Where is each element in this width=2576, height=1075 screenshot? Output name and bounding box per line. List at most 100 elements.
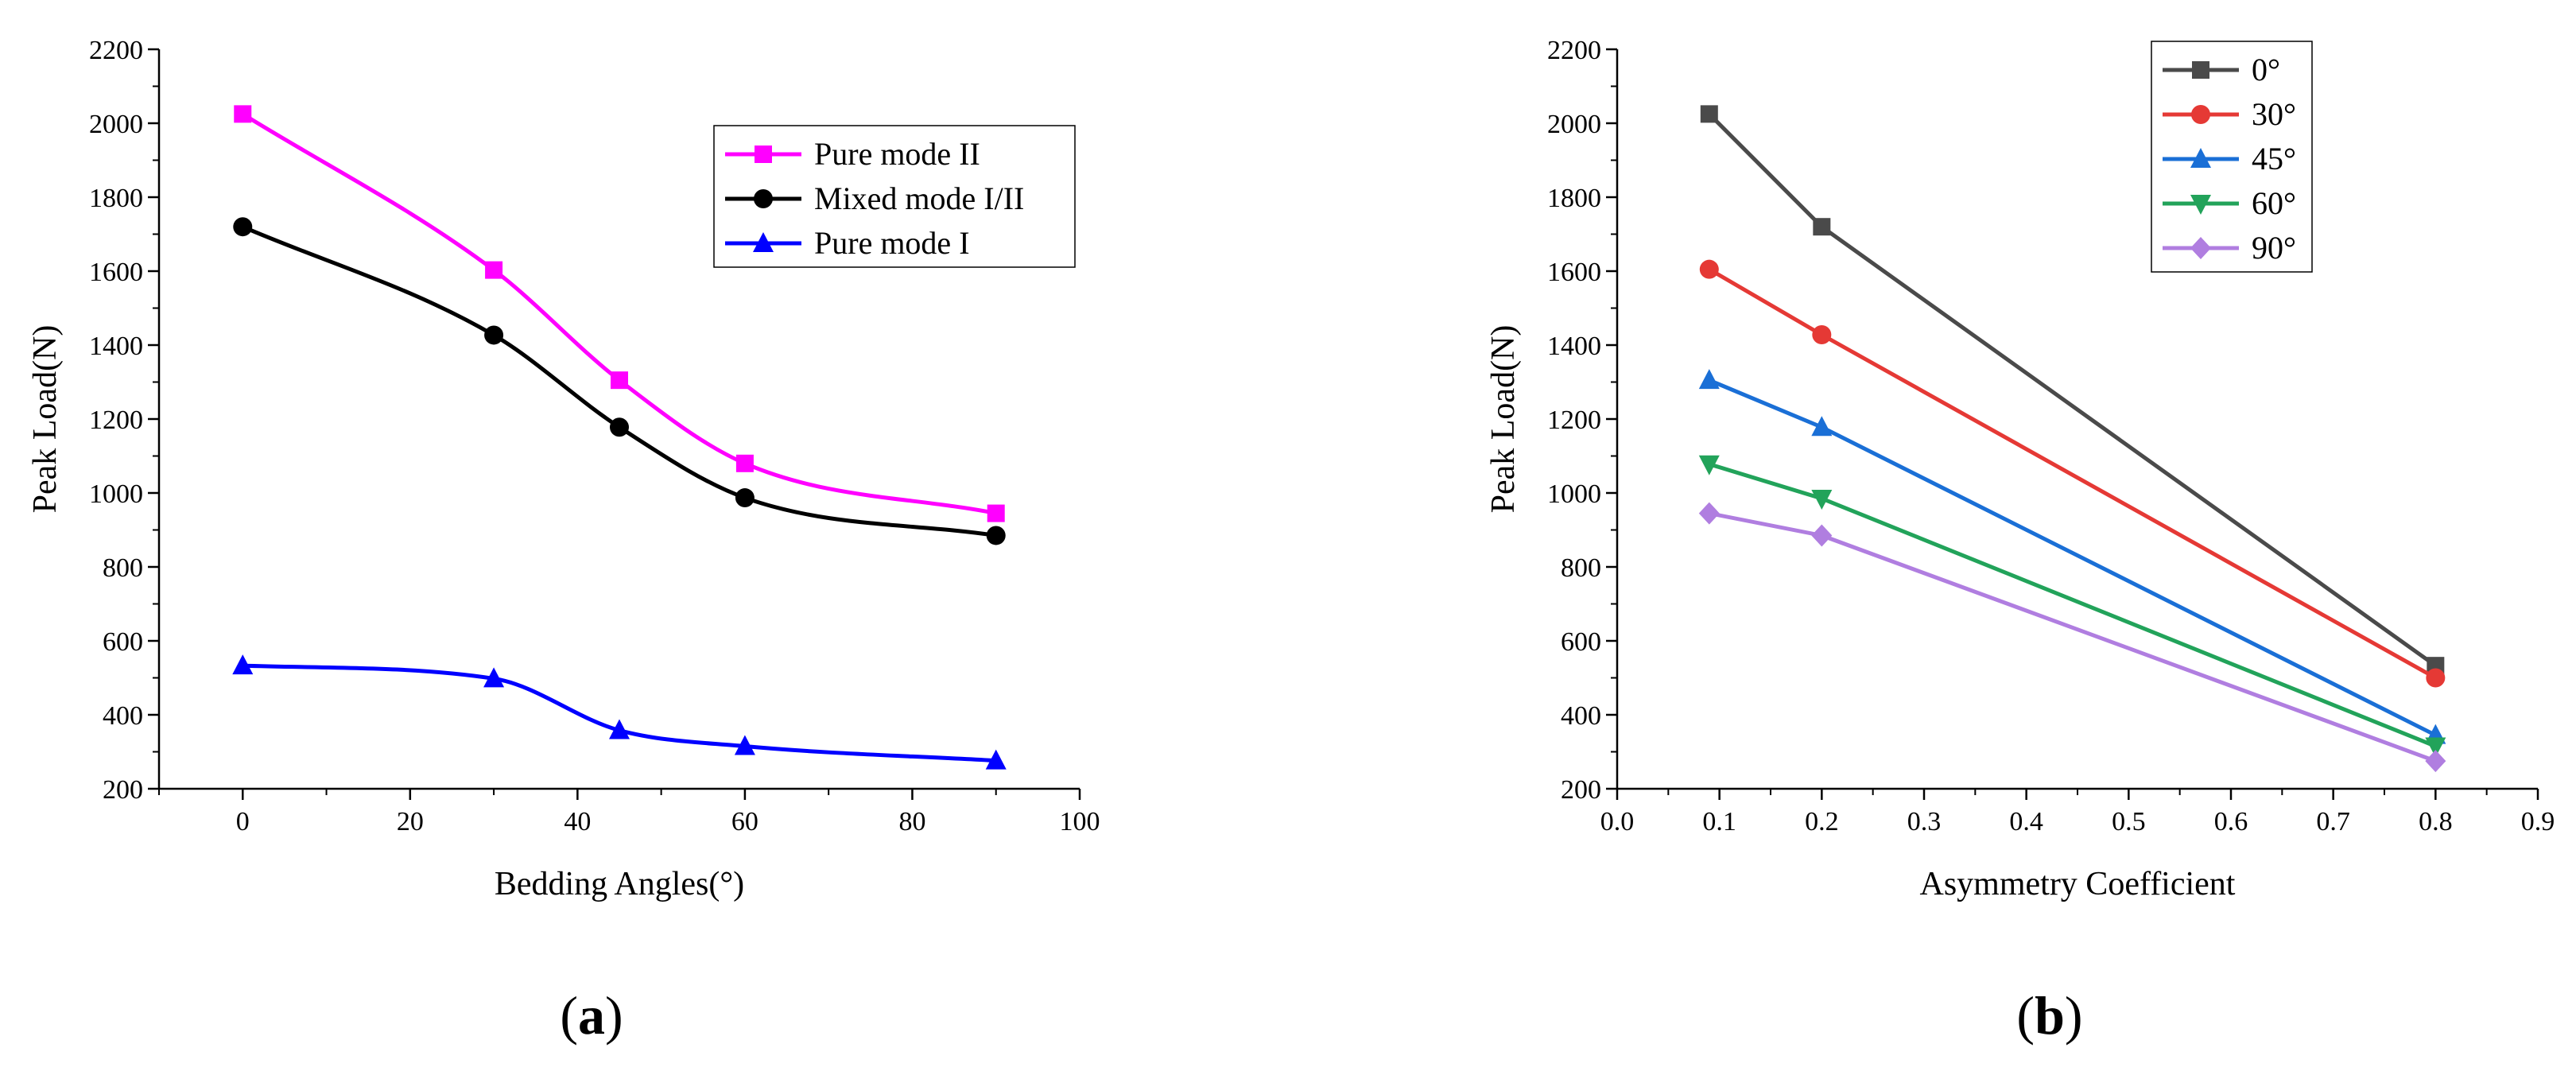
y-tick-label: 1400 [89,332,143,361]
x-tick-label: 0.0 [1600,807,1635,836]
x-tick-label: 0.7 [2316,807,2350,836]
x-tick-label: 100 [1060,807,1100,836]
data-point [233,217,253,237]
series-0deg [1700,105,2445,675]
y-tick-label: 400 [1561,701,1601,731]
y-tick-label: 1200 [1547,406,1601,435]
y-tick-label: 1200 [89,406,143,435]
y-tick-label: 2200 [1547,36,1601,65]
y-axis-title: Peak Load(N) [27,325,64,514]
data-point [1698,455,1720,475]
series-line [1709,462,2437,748]
y-tick-label: 600 [103,627,143,657]
data-point [735,454,754,472]
legend-item-0deg: 0° [2163,52,2280,87]
data-point [986,526,1006,545]
series-mixed-mode-i-ii [233,217,1006,545]
data-point [985,749,1007,770]
series-30deg [1699,259,2446,688]
x-tick-label: 0 [236,807,250,836]
legend-label: Pure mode II [814,136,980,172]
legend-swatch-marker [755,146,772,163]
data-point [1811,489,1833,510]
x-tick-label: 0.5 [2112,807,2146,836]
legend-label: 45° [2252,141,2296,177]
data-point [1698,369,1720,390]
y-tick-label: 800 [103,553,143,583]
series-line [242,663,996,763]
y-tick-label: 800 [1561,553,1601,583]
legend-swatch-marker [753,232,774,252]
x-tick-label: 0.3 [1907,807,1942,836]
legend-swatch-marker [2190,237,2211,259]
legend-label: Mixed mode I/II [814,180,1024,216]
y-tick-label: 1800 [89,184,143,213]
panel-a-label: (a) [560,985,623,1046]
data-point [2426,668,2446,688]
y-tick-label: 1800 [1547,184,1601,213]
data-point [1699,259,1719,279]
chart-panel-b: 200 400 600 800 1000 1200 1400 1600 1800 2000 2200… [1485,36,2555,902]
data-point [232,654,254,675]
y-tick-label: 200 [103,775,143,805]
data-point [484,325,504,345]
x-tick-label: 0.2 [1805,807,1839,836]
x-tick-label: 80 [898,807,925,836]
legend-item-mixed-mode-i-ii: Mixed mode I/II [725,180,1024,216]
series-45deg [1698,369,2446,744]
y-tick-label: 1600 [89,258,143,287]
y-tick-label: 1000 [1547,479,1601,509]
legend-item-90deg: 90° [2163,230,2296,266]
x-axis-title: Asymmetry Coefficient [1920,866,2236,902]
series-pure-mode-ii [234,105,1005,522]
data-point [2425,750,2446,773]
data-point [485,261,503,279]
series-line [1708,112,2437,668]
x-tick-label: 60 [731,807,758,836]
chart-panel-a: 2004006008001000120014001600180020002200… [27,36,1100,902]
x-tick-label: 0.9 [2521,807,2555,836]
data-point [735,488,755,508]
legend-item-45deg: 45° [2163,141,2296,177]
data-point [483,667,505,688]
y-tick-label: 600 [1561,627,1601,657]
data-point [1813,218,1831,236]
x-tick-label: 0.6 [2214,807,2248,836]
series-60deg [1698,455,2446,758]
y-tick-label: 2000 [1547,110,1601,139]
legend-item-60deg: 60° [2163,185,2296,221]
data-point [610,417,629,437]
data-point [1811,524,1833,547]
y-tick-label: 200 [1561,775,1601,805]
y-tick-label: 1000 [89,479,143,509]
x-tick-label: 0.4 [2009,807,2043,836]
legend-item-30deg: 30° [2163,96,2296,132]
legend-label: 0° [2252,52,2280,87]
x-tick-label: 0.8 [2419,807,2453,836]
y-tick-label: 1400 [1547,332,1601,361]
x-tick-label: 20 [397,807,424,836]
legend: 0° 30° 45° 60° 90° [2151,41,2313,273]
data-point [987,504,1005,522]
legend-item-pure-mode-i: Pure mode I [725,225,970,261]
legend-label: 30° [2252,96,2296,132]
legend-label: 60° [2252,185,2296,221]
data-point [1812,324,1832,344]
legend-item-pure-mode-ii: Pure mode II [725,136,980,172]
data-point [2425,737,2446,758]
x-tick-label: 0.1 [1702,807,1736,836]
x-axis-title: Bedding Angles(°) [495,866,744,902]
y-tick-label: 2200 [89,36,143,65]
data-point [234,105,252,123]
series-line [1709,511,2437,763]
y-tick-label: 1600 [1547,258,1601,287]
legend-frame [2151,41,2313,273]
legend-swatch-marker [754,189,773,208]
legend-swatch-marker [2192,61,2209,79]
data-point [1700,105,1718,123]
y-tick-label: 2000 [89,110,143,139]
panel-b-label: (b) [2016,985,2082,1046]
y-axis-title: Peak Load(N) [1485,325,1522,514]
legend-label: 90° [2252,230,2296,266]
